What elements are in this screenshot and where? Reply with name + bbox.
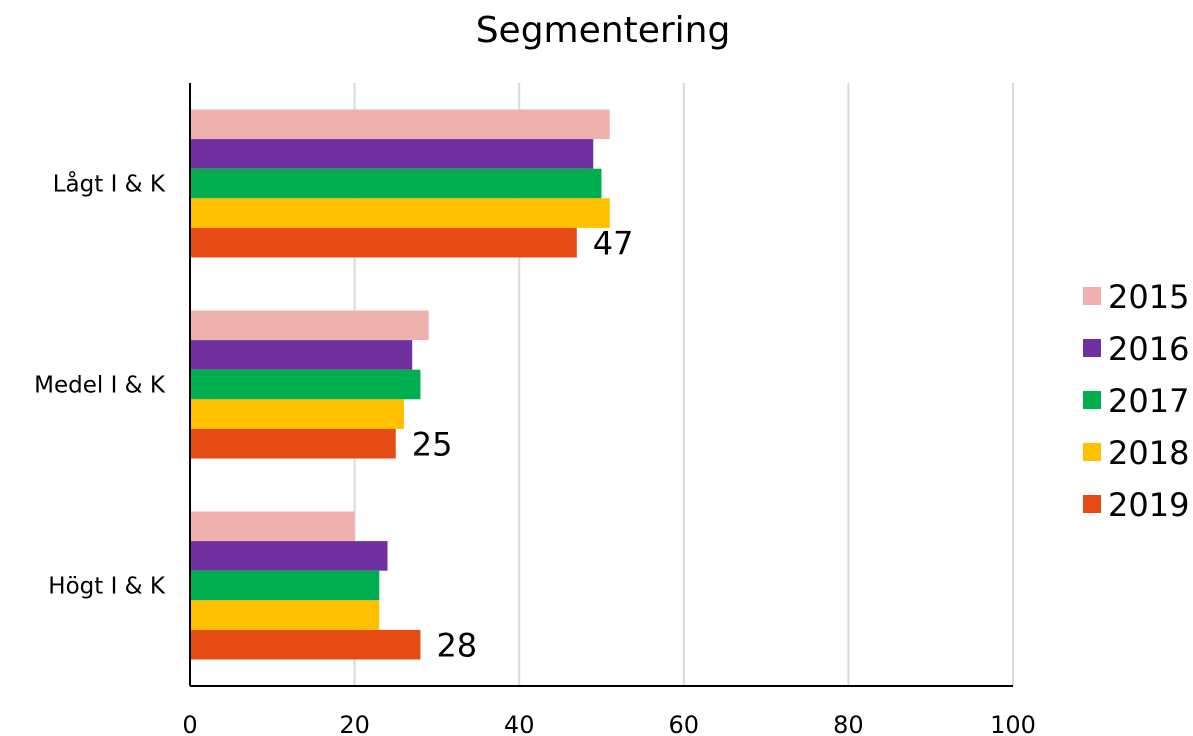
labels: 0 20 40 60 80 100 Lågt I & K 47 Medel I & K 25 Hög…: [34, 170, 1036, 736]
legend-swatch-2017: [1083, 391, 1101, 409]
category-label: Medel I & K: [34, 373, 166, 399]
legend-swatch-2015: [1083, 287, 1101, 305]
bar-2015-3: [190, 511, 355, 542]
bar-2016-2: [190, 340, 413, 370]
bars: [190, 109, 610, 660]
bar-2015-1: [190, 109, 610, 140]
x-tick-label: 100: [990, 711, 1036, 736]
bar-2019-1: [190, 227, 577, 258]
bar-2018-3: [190, 600, 380, 630]
legend-swatch-2018: [1083, 443, 1101, 461]
bar-2018-1: [190, 198, 610, 228]
x-tick-label: 60: [669, 711, 700, 736]
bar-2016-3: [190, 541, 388, 571]
legend-swatch-2019: [1083, 495, 1101, 513]
legend-label: 2015: [1108, 278, 1189, 316]
x-tick-label: 40: [504, 711, 535, 736]
x-tick-label: 20: [339, 711, 370, 736]
axes: [189, 83, 1013, 687]
legend-label: 2017: [1108, 382, 1189, 420]
category-label: Lågt I & K: [53, 170, 166, 198]
data-label: 25: [412, 426, 453, 464]
bar-2015-2: [190, 310, 429, 341]
data-label: 28: [436, 627, 477, 665]
legend-label: 2018: [1108, 434, 1189, 472]
legend: 2015 2016 2017 2018 2019: [1083, 278, 1189, 524]
legend-label: 2016: [1108, 330, 1189, 368]
chart-title: Segmentering: [476, 10, 731, 51]
bar-2017-3: [190, 570, 380, 601]
x-tick-label: 0: [182, 711, 197, 736]
bar-2019-3: [190, 629, 421, 660]
category-label: Högt I & K: [48, 574, 166, 600]
bar-2017-2: [190, 369, 421, 400]
bar-2019-2: [190, 428, 396, 459]
data-label: 47: [593, 225, 634, 263]
bar-2017-1: [190, 168, 602, 199]
bar-2016-1: [190, 139, 594, 169]
legend-swatch-2016: [1083, 339, 1101, 357]
bar-2018-2: [190, 399, 404, 429]
x-tick-label: 80: [833, 711, 864, 736]
legend-label: 2019: [1108, 486, 1189, 524]
